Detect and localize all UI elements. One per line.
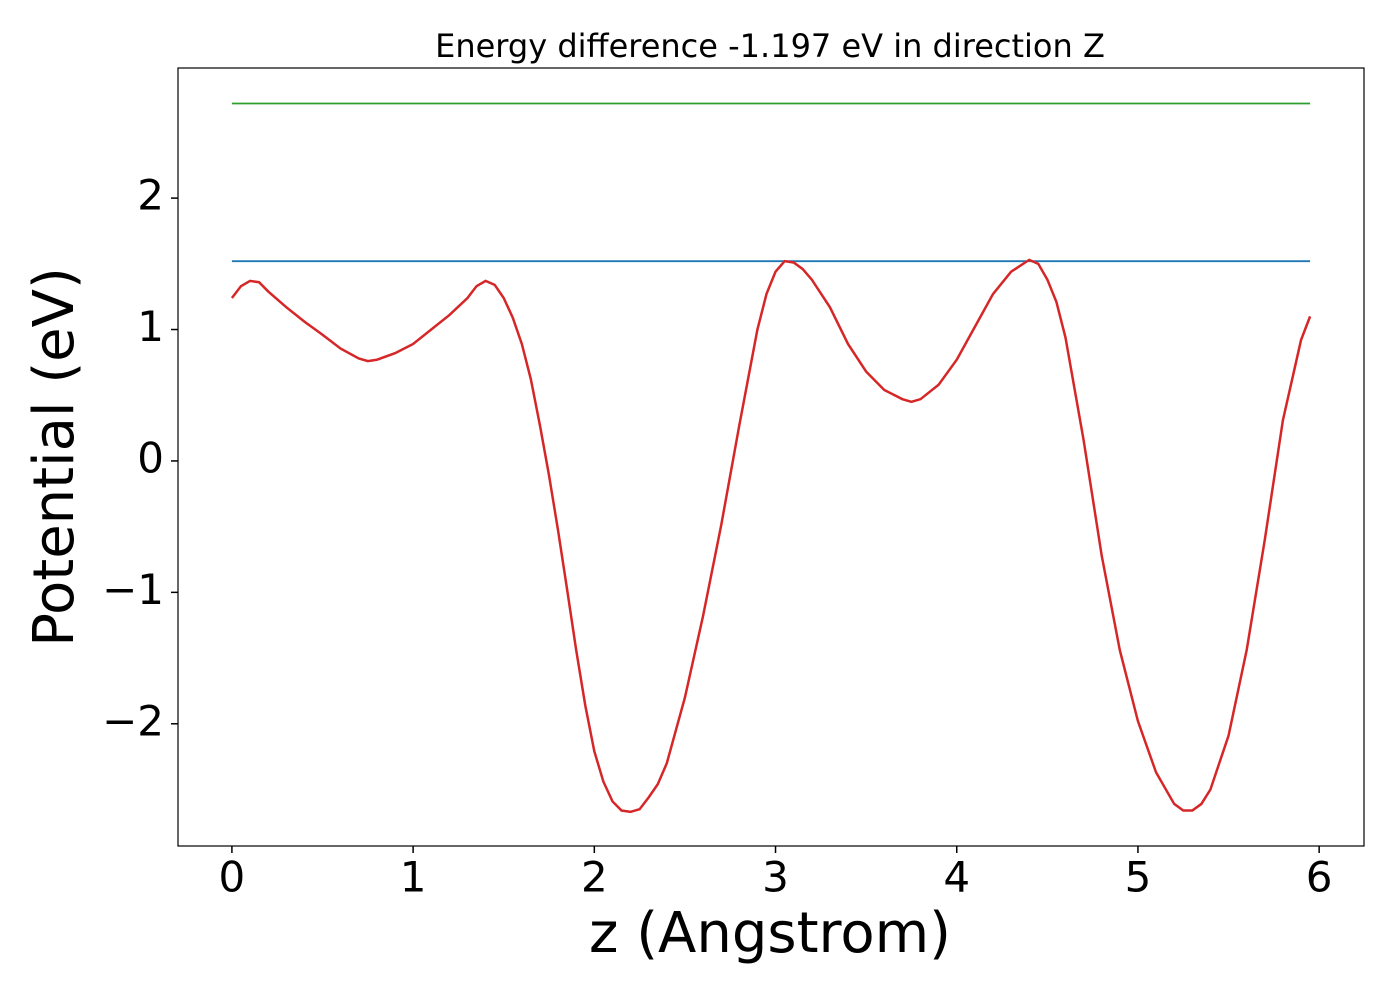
y-tick-label: −2 [102,696,164,745]
y-tick-label: −1 [102,565,164,614]
x-tick-label: 1 [400,853,427,902]
plot-frame [177,67,1365,847]
x-tick-label: 2 [581,853,608,902]
y-tick-label: 2 [137,171,164,220]
y-tick-label: 0 [137,433,164,482]
x-tick-label: 0 [219,853,246,902]
x-tick-label: 4 [943,853,970,902]
y-axis-label: Potential (eV) [22,267,87,647]
y-tick-label: 1 [137,302,164,351]
chart-title: Energy difference -1.197 eV in direction… [435,27,1105,65]
x-tick-label: 6 [1306,853,1333,902]
x-tick-label: 3 [762,853,789,902]
x-tick-label: 5 [1125,853,1152,902]
x-axis-label: z (Angstrom) [589,901,951,966]
line [230,258,1312,814]
